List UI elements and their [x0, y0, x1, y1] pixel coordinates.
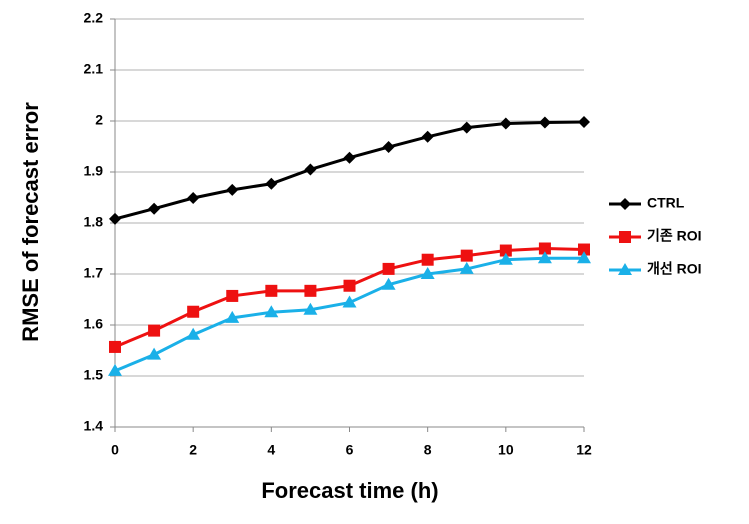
marker [304, 284, 317, 297]
x-tick-label: 4 [267, 442, 275, 458]
marker [382, 262, 395, 275]
y-tick-label: 1.5 [84, 367, 104, 383]
marker [148, 202, 161, 215]
marker [619, 198, 631, 210]
x-axis-label: Forecast time (h) [261, 478, 438, 503]
x-tick-label: 6 [346, 442, 354, 458]
marker [264, 305, 279, 318]
x-tick-label: 10 [498, 442, 514, 458]
marker [226, 183, 239, 196]
y-tick-label: 1.7 [84, 265, 104, 281]
marker [459, 261, 474, 274]
marker [420, 267, 435, 279]
y-tick-label: 1.8 [84, 214, 104, 230]
y-tick-label: 2 [95, 112, 103, 128]
marker [343, 279, 356, 292]
marker [109, 340, 121, 353]
marker [342, 295, 357, 308]
marker [578, 116, 590, 129]
marker [421, 130, 434, 143]
marker [304, 163, 317, 176]
marker [460, 121, 473, 134]
marker [226, 289, 239, 302]
legend-label: 기존 ROI [647, 228, 702, 244]
marker [343, 151, 356, 164]
marker [538, 242, 551, 255]
marker [381, 277, 396, 290]
marker [148, 324, 161, 337]
marker [186, 327, 201, 340]
marker [619, 231, 631, 243]
marker [108, 363, 122, 376]
series-line [114, 120, 585, 221]
y-tick-label: 1.6 [84, 316, 104, 332]
y-axis-label: RMSE of forecast error [18, 102, 43, 342]
marker [303, 302, 318, 315]
y-tick-label: 2.1 [84, 61, 104, 77]
marker [460, 249, 473, 262]
marker [187, 305, 200, 318]
y-tick-label: 1.9 [84, 163, 104, 179]
marker [578, 243, 590, 256]
marker [537, 251, 552, 264]
marker [147, 347, 162, 360]
marker [618, 263, 632, 275]
y-tick-label: 1.4 [84, 418, 104, 434]
marker [265, 177, 278, 190]
marker [109, 212, 121, 225]
legend-label: CTRL [647, 195, 685, 211]
x-tick-label: 12 [576, 442, 592, 458]
marker [421, 253, 434, 266]
x-tick-label: 0 [111, 442, 119, 458]
x-tick-label: 8 [424, 442, 432, 458]
marker [577, 251, 591, 264]
y-tick-label: 2.2 [84, 10, 104, 26]
marker [225, 310, 240, 323]
marker [499, 244, 512, 257]
marker [382, 141, 395, 154]
marker [498, 252, 513, 265]
marker [538, 116, 551, 129]
marker [187, 192, 200, 205]
x-tick-label: 2 [189, 442, 197, 458]
legend-label: 개선 ROI [647, 261, 702, 277]
marker [265, 284, 278, 297]
marker [499, 117, 512, 130]
